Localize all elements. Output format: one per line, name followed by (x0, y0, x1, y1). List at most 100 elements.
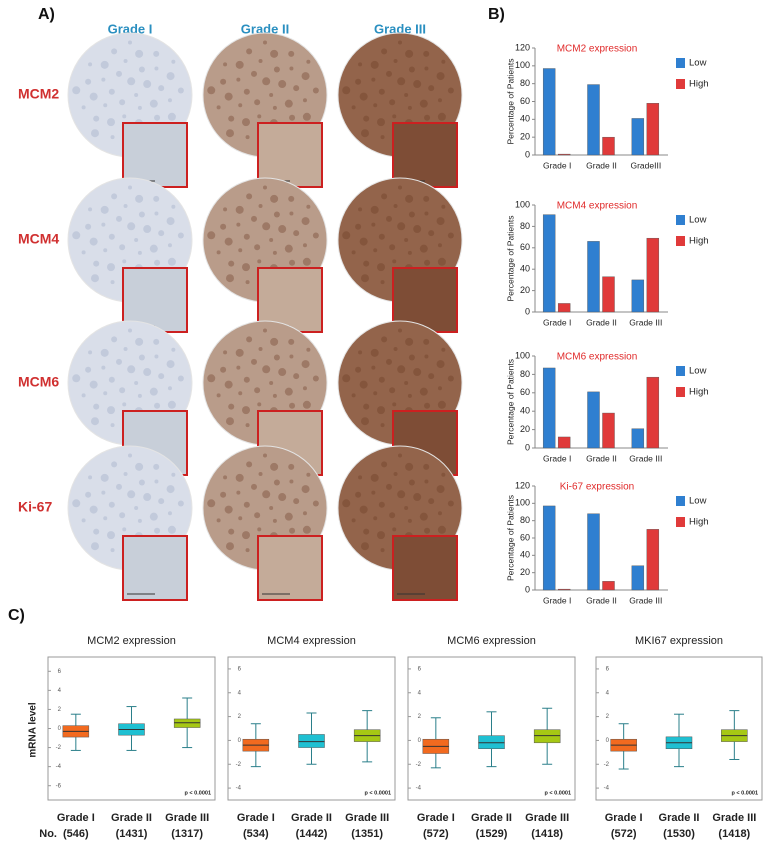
tissue-speck (278, 225, 287, 234)
tissue-speck (380, 135, 385, 140)
bar (602, 412, 615, 449)
tissue-speck (360, 542, 369, 551)
tissue-speck (154, 354, 159, 359)
y-tick-label: -2 (56, 745, 62, 751)
tissue-speck (236, 222, 241, 227)
tissue-speck (154, 114, 161, 121)
chart-title: MCM4 expression (267, 635, 356, 647)
legend-label: Low (689, 58, 707, 69)
tissue-speck (81, 393, 86, 398)
tissue-speck (72, 374, 81, 383)
x-tick-label: Grade II (659, 812, 700, 824)
tissue-speck (269, 238, 274, 242)
tissue-speck (398, 328, 402, 333)
x-tick-label: Grade I (57, 812, 95, 824)
tissue-speck (389, 387, 396, 394)
tissue-speck (306, 204, 311, 209)
tissue-speck (270, 337, 279, 346)
tissue-speck (89, 92, 98, 101)
tissue-speck (404, 381, 409, 385)
bar (646, 376, 660, 449)
tissue-speck (207, 374, 216, 383)
tissue-speck (441, 347, 446, 352)
tissue-speck (110, 423, 115, 428)
tissue-speck (371, 222, 376, 227)
tissue-speck (288, 338, 295, 345)
tissue-speck (363, 115, 370, 122)
y-tick-label: 0 (525, 442, 530, 452)
x-tick-label: Grade I (543, 595, 571, 605)
tissue-speck (398, 185, 402, 190)
y-tick-label: 2 (418, 714, 422, 720)
tissue-speck (122, 402, 127, 407)
tissue-speck (153, 463, 160, 470)
tissue-speck (381, 336, 388, 343)
legend-label: High (689, 517, 709, 528)
tissue-speck (437, 257, 446, 266)
y-tick-label: 0 (525, 306, 530, 316)
tissue-speck (437, 525, 446, 534)
tissue-speck (447, 87, 454, 94)
tissue-speck (207, 86, 216, 95)
inset (257, 535, 323, 601)
tissue-speck (302, 525, 311, 534)
tissue-speck (100, 473, 109, 482)
y-tick-label: 120 (515, 480, 530, 490)
tissue-speck (137, 518, 142, 523)
tissue-speck (437, 386, 442, 391)
tissue-speck (360, 417, 369, 426)
tissue-speck (103, 391, 108, 396)
tissue-speck (351, 105, 356, 110)
tissue-speck (110, 548, 115, 553)
tissue-speck (424, 259, 431, 266)
x-tick-label: Grade I (417, 812, 455, 824)
tissue-speck (153, 338, 160, 345)
tissue-speck (223, 62, 228, 67)
tissue-speck (127, 77, 136, 86)
tissue-speck (100, 348, 109, 357)
tissue-speck (167, 112, 176, 121)
tissue-speck (110, 135, 115, 140)
tissue-speck (370, 473, 379, 482)
tissue-speck (171, 204, 176, 209)
tissue-speck (154, 259, 161, 266)
bar (646, 103, 660, 156)
tissue-speck (128, 328, 132, 333)
x-tick-label: Grade II (586, 317, 617, 327)
tissue-speck (408, 211, 415, 218)
x-tick-label: Grade III (345, 812, 389, 824)
tissue-speck (381, 461, 388, 468)
bar (557, 153, 571, 156)
y-tick-label: 80 (520, 369, 530, 379)
tissue-speck (167, 525, 176, 534)
tissue-speck (225, 274, 234, 283)
tissue-speck (355, 366, 362, 373)
tissue-speck (373, 391, 378, 396)
y-tick-label: 0 (525, 149, 530, 159)
tissue-speck (135, 49, 144, 58)
tissue-speck (119, 387, 126, 394)
tissue-speck (135, 337, 144, 346)
tissue-speck (293, 498, 300, 505)
tissue-speck (72, 231, 81, 240)
legend-swatch (676, 517, 685, 527)
inset (122, 122, 188, 188)
tissue-speck (242, 531, 251, 540)
tissue-speck (143, 493, 152, 502)
tissue-speck (312, 375, 319, 382)
tissue-speck (119, 99, 126, 106)
tissue-speck (263, 185, 267, 190)
tissue-speck (149, 244, 158, 253)
x-tick-label: Grade III (629, 317, 662, 327)
tissue-speck (377, 263, 386, 272)
tissue-speck (301, 360, 310, 369)
tissue-speck (289, 114, 296, 121)
y-tick-label: 100 (515, 60, 530, 70)
tissue-speck (441, 59, 446, 64)
tissue-speck (273, 354, 280, 361)
tissue-speck (228, 115, 235, 122)
tissue-speck (103, 103, 108, 108)
column-header: Grade I (108, 21, 153, 36)
tissue-speck (312, 232, 319, 239)
tissue-speck (407, 105, 412, 110)
